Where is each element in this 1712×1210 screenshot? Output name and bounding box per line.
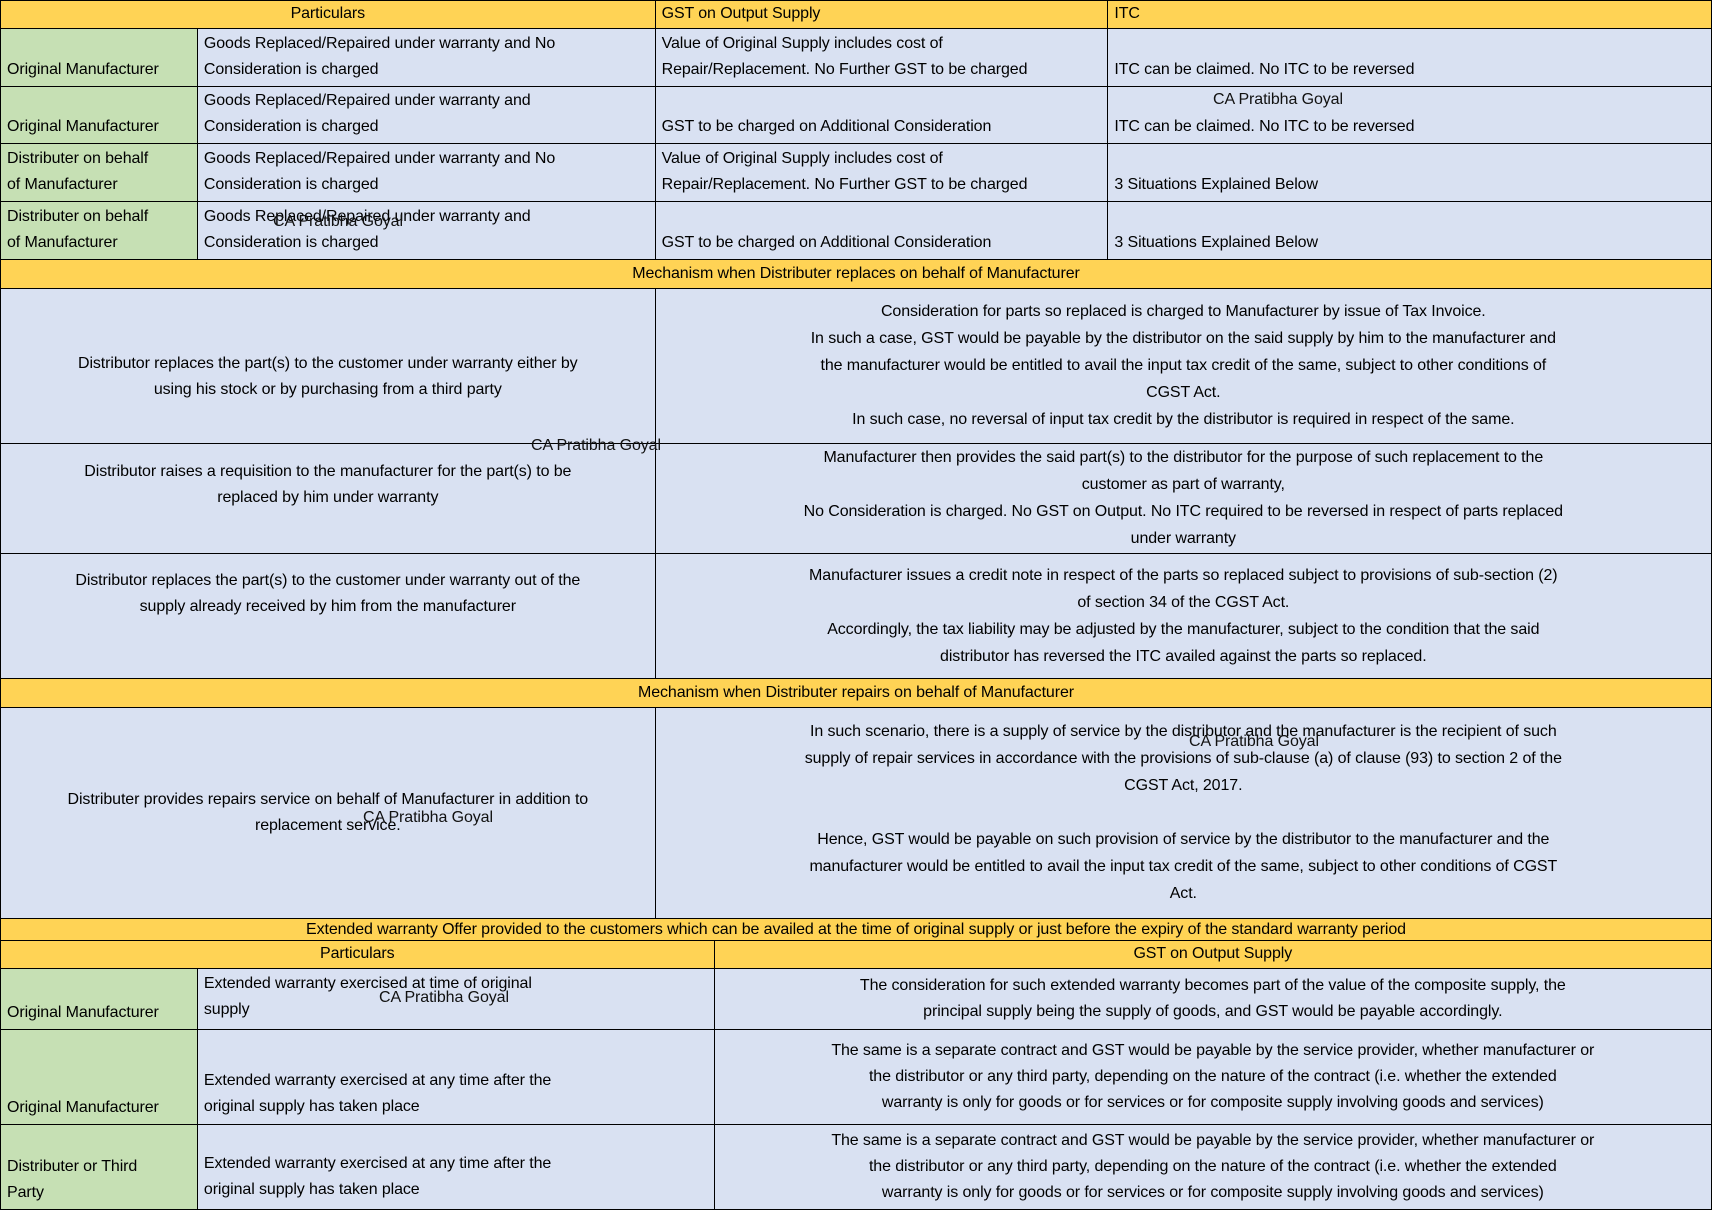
cell-entity: Distributer on behalf of Manufacturer (1, 202, 198, 260)
table-row: Original Manufacturer Goods Replaced/Rep… (1, 29, 1712, 87)
cell-entity: Distributer or Third Party (1, 1125, 198, 1210)
col-header-particulars: Particulars (1, 1, 656, 29)
cell-gst-treatment: The consideration for such extended warr… (714, 969, 1712, 1030)
cell-entity: Distributer on behalf of Manufacturer (1, 144, 198, 202)
extended-warranty-header-row: Particulars GST on Output Supply (1, 941, 1712, 969)
table-row: Distributer on behalf of Manufacturer Go… (1, 202, 1712, 260)
cell-gst-treatment: The same is a separate contract and GST … (714, 1030, 1712, 1125)
extended-warranty-banner: Extended warranty Offer provided to the … (1, 919, 1712, 941)
table-row: Original Manufacturer Extended warranty … (1, 1030, 1712, 1125)
cell-treatment: Manufacturer then provides the said part… (655, 444, 1712, 554)
cell-itc-treatment: 3 Situations Explained Below (1108, 202, 1712, 260)
cell-particulars: Goods Replaced/Repaired under warranty a… (197, 87, 656, 144)
warranty-table-header-row: Particulars GST on Output Supply ITC (1, 1, 1712, 29)
section-header-row: Mechanism when Distributer repairs on be… (1, 679, 1712, 708)
banner-row: Extended warranty Offer provided to the … (1, 919, 1712, 941)
cell-entity: Original Manufacturer (1, 87, 198, 144)
cell-itc-treatment: ITC can be claimed. No ITC to be reverse… (1108, 29, 1712, 87)
section-title-repairs: Mechanism when Distributer repairs on be… (1, 679, 1712, 708)
table-row: Distributor replaces the part(s) to the … (1, 289, 1712, 444)
cell-treatment: In such scenario, there is a supply of s… (655, 708, 1712, 919)
cell-particulars: Extended warranty exercised at time of o… (197, 969, 715, 1030)
section-title-replaces: Mechanism when Distributer replaces on b… (1, 260, 1712, 289)
cell-situation: Distributor replaces the part(s) to the … (1, 554, 656, 679)
cell-treatment: Manufacturer issues a credit note in res… (655, 554, 1712, 679)
cell-entity: Original Manufacturer (1, 29, 198, 87)
cell-entity: Original Manufacturer (1, 1030, 198, 1125)
cell-particulars: Extended warranty exercised at any time … (197, 1125, 715, 1210)
cell-gst-treatment: GST to be charged on Additional Consider… (655, 202, 1109, 260)
table-row: Original Manufacturer Extended warranty … (1, 969, 1712, 1030)
cell-itc-treatment: 3 Situations Explained Below (1108, 144, 1712, 202)
cell-particulars: Extended warranty exercised at any time … (197, 1030, 715, 1125)
cell-situation: Distributor replaces the part(s) to the … (1, 289, 656, 444)
cell-gst-treatment: Value of Original Supply includes cost o… (655, 144, 1109, 202)
cell-situation: Distributer provides repairs service on … (1, 708, 656, 919)
col-header-gst-output-supply: GST on Output Supply (714, 941, 1712, 969)
table-row: Distributer provides repairs service on … (1, 708, 1712, 919)
cell-particulars: Goods Replaced/Repaired under warranty a… (197, 202, 656, 260)
col-header-itc: ITC (1108, 1, 1712, 29)
cell-gst-treatment: The same is a separate contract and GST … (714, 1125, 1712, 1210)
cell-gst-treatment: GST to be charged on Additional Consider… (655, 87, 1109, 144)
table-row: Distributer on behalf of Manufacturer Go… (1, 144, 1712, 202)
col-header-particulars: Particulars (1, 941, 715, 969)
cell-treatment: Consideration for parts so replaced is c… (655, 289, 1712, 444)
table-row: Distributor raises a requisition to the … (1, 444, 1712, 554)
col-header-gst-output-supply: GST on Output Supply (655, 1, 1109, 29)
cell-situation: Distributor raises a requisition to the … (1, 444, 656, 554)
section-header-row: Mechanism when Distributer replaces on b… (1, 260, 1712, 289)
cell-gst-treatment: Value of Original Supply includes cost o… (655, 29, 1109, 87)
cell-itc-treatment: ITC can be claimed. No ITC to be reverse… (1108, 87, 1712, 144)
cell-entity: Original Manufacturer (1, 969, 198, 1030)
table-row: Distributor replaces the part(s) to the … (1, 554, 1712, 679)
cell-particulars: Goods Replaced/Repaired under warranty a… (197, 144, 656, 202)
table-row: Original Manufacturer Goods Replaced/Rep… (1, 87, 1712, 144)
table-row: Distributer or Third Party Extended warr… (1, 1125, 1712, 1210)
cell-particulars: Goods Replaced/Repaired under warranty a… (197, 29, 656, 87)
